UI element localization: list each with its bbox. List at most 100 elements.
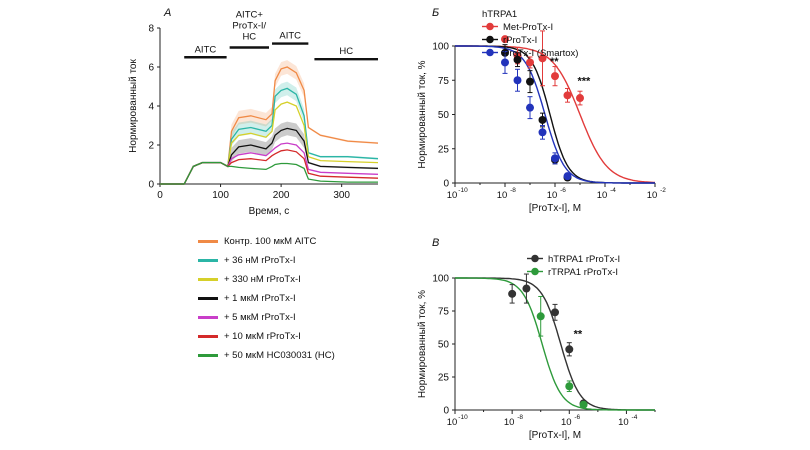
legend-marker [531, 254, 539, 263]
data-point [538, 115, 547, 124]
data-point [538, 128, 547, 137]
legend-label: ProTx-I (Smartox) [503, 48, 578, 59]
data-point [563, 172, 572, 181]
data-point [513, 76, 522, 85]
legend-marker [486, 22, 494, 31]
legend-item: + 330 нМ rProTx-I [198, 270, 398, 289]
series-line [160, 87, 379, 185]
legend-label: Met-ProTx-I [503, 22, 553, 33]
data-point [538, 54, 547, 63]
legend-marker [531, 267, 539, 276]
legend-marker [486, 48, 494, 57]
x-tick-label: 10 [504, 417, 515, 428]
x-tick-label: 10 [597, 190, 608, 201]
legend-marker [486, 35, 494, 44]
data-point [576, 94, 584, 103]
panel-a: A 0 2 4 6 8 0 100 200 300 Время, с Нормированный т… [128, 7, 379, 217]
x-tick-label: 10 [618, 417, 629, 428]
x-tick-exponent: -6 [574, 414, 580, 421]
legend-label: rProTx-I [503, 35, 537, 46]
x-tick-exponent: -8 [517, 414, 523, 421]
fit-curve [455, 277, 655, 411]
legend-swatch [198, 259, 218, 262]
data-point [522, 284, 531, 293]
legend-title: hTRPA1 [482, 9, 517, 20]
x-axis-label: [ProTx-I], M [529, 203, 581, 214]
application-bar-label: AITC+ [236, 10, 264, 21]
data-point [501, 58, 509, 67]
panel-b-label: Б [432, 7, 439, 19]
application-bar-label: ProTx-I/ [232, 21, 266, 32]
legend-label: Контр. 100 мкМ AITC [224, 236, 317, 247]
legend-swatch [198, 335, 218, 338]
significance-mark: ** [574, 328, 583, 340]
data-point [526, 103, 534, 112]
y-tick-label: 2 [148, 141, 154, 152]
y-tick-label: 0 [148, 180, 154, 191]
panel-a-legend: Контр. 100 мкМ AITC + 36 нМ rProTx-I + 330… [198, 232, 398, 365]
legend-label: + 50 мкМ HC030031 (HC) [224, 350, 335, 361]
y-tick-label: 8 [148, 24, 154, 35]
legend-swatch [198, 316, 218, 319]
panel-a-label: A [163, 7, 171, 19]
data-point [513, 55, 522, 64]
legend-swatch [198, 278, 218, 281]
x-tick-exponent: -4 [632, 414, 638, 421]
legend-item: + 1 мкМ rProTx-I [198, 289, 398, 308]
fit-curve [455, 277, 655, 411]
x-tick-label: 10 [447, 417, 458, 428]
y-axis-label: Нормированный ток [128, 59, 139, 153]
x-tick-label: 100 [212, 190, 229, 201]
data-point [526, 77, 534, 86]
x-tick-exponent: -10 [458, 187, 468, 194]
legend-item: Контр. 100 мкМ AITC [198, 232, 398, 251]
legend-swatch [198, 354, 218, 357]
x-axis-label: [ProTx-I], M [529, 430, 581, 441]
y-tick-label: 100 [432, 42, 449, 53]
data-point [536, 312, 545, 321]
y-tick-label: 0 [443, 406, 449, 417]
data-point [508, 289, 517, 298]
application-bar-label: AITC [195, 44, 217, 55]
legend-label: hTRPA1 rProTx-I [548, 254, 620, 265]
x-tick-label: 10 [647, 190, 658, 201]
y-tick-label: 6 [148, 63, 154, 74]
y-tick-label: 50 [438, 340, 450, 351]
y-tick-label: 4 [148, 102, 154, 113]
legend-label: + 10 мкМ rProTx-I [224, 331, 301, 342]
application-bar-label: AITC [279, 31, 301, 42]
y-tick-label: 50 [438, 110, 450, 121]
x-tick-label: 300 [333, 190, 350, 201]
legend-item: + 10 мкМ rProTx-I [198, 327, 398, 346]
x-tick-label: 10 [447, 190, 458, 201]
legend-label: + 1 мкМ rProTx-I [224, 293, 296, 304]
y-tick-label: 0 [443, 179, 449, 190]
data-point [551, 154, 559, 163]
application-bar-label: HC [339, 46, 353, 57]
data-point [526, 58, 534, 67]
x-tick-label: 0 [157, 190, 163, 201]
x-tick-label: 10 [547, 190, 558, 201]
y-tick-label: 25 [438, 373, 450, 384]
legend-item: + 50 мкМ HC030031 (HC) [198, 346, 398, 365]
y-tick-label: 100 [432, 274, 449, 285]
x-tick-exponent: -8 [510, 187, 516, 194]
y-axis-label: Нормированный ток, % [417, 60, 428, 168]
x-tick-label: 200 [273, 190, 290, 201]
x-tick-exponent: -2 [660, 187, 666, 194]
x-tick-label: 10 [561, 417, 572, 428]
y-axis-label: Нормированный ток, % [417, 290, 428, 398]
x-axis-label: Время, с [249, 206, 290, 217]
significance-mark: ** [550, 56, 559, 68]
fit-curve [455, 45, 655, 184]
application-bar-label: HC [242, 32, 256, 43]
error-band [160, 60, 378, 185]
legend-label: + 36 нМ rProTx-I [224, 255, 296, 266]
data-point [551, 308, 559, 317]
legend-label: + 330 нМ rProTx-I [224, 274, 301, 285]
y-tick-label: 25 [438, 144, 450, 155]
data-point [563, 91, 572, 100]
legend-label: + 5 мкМ rProTx-I [224, 312, 296, 323]
